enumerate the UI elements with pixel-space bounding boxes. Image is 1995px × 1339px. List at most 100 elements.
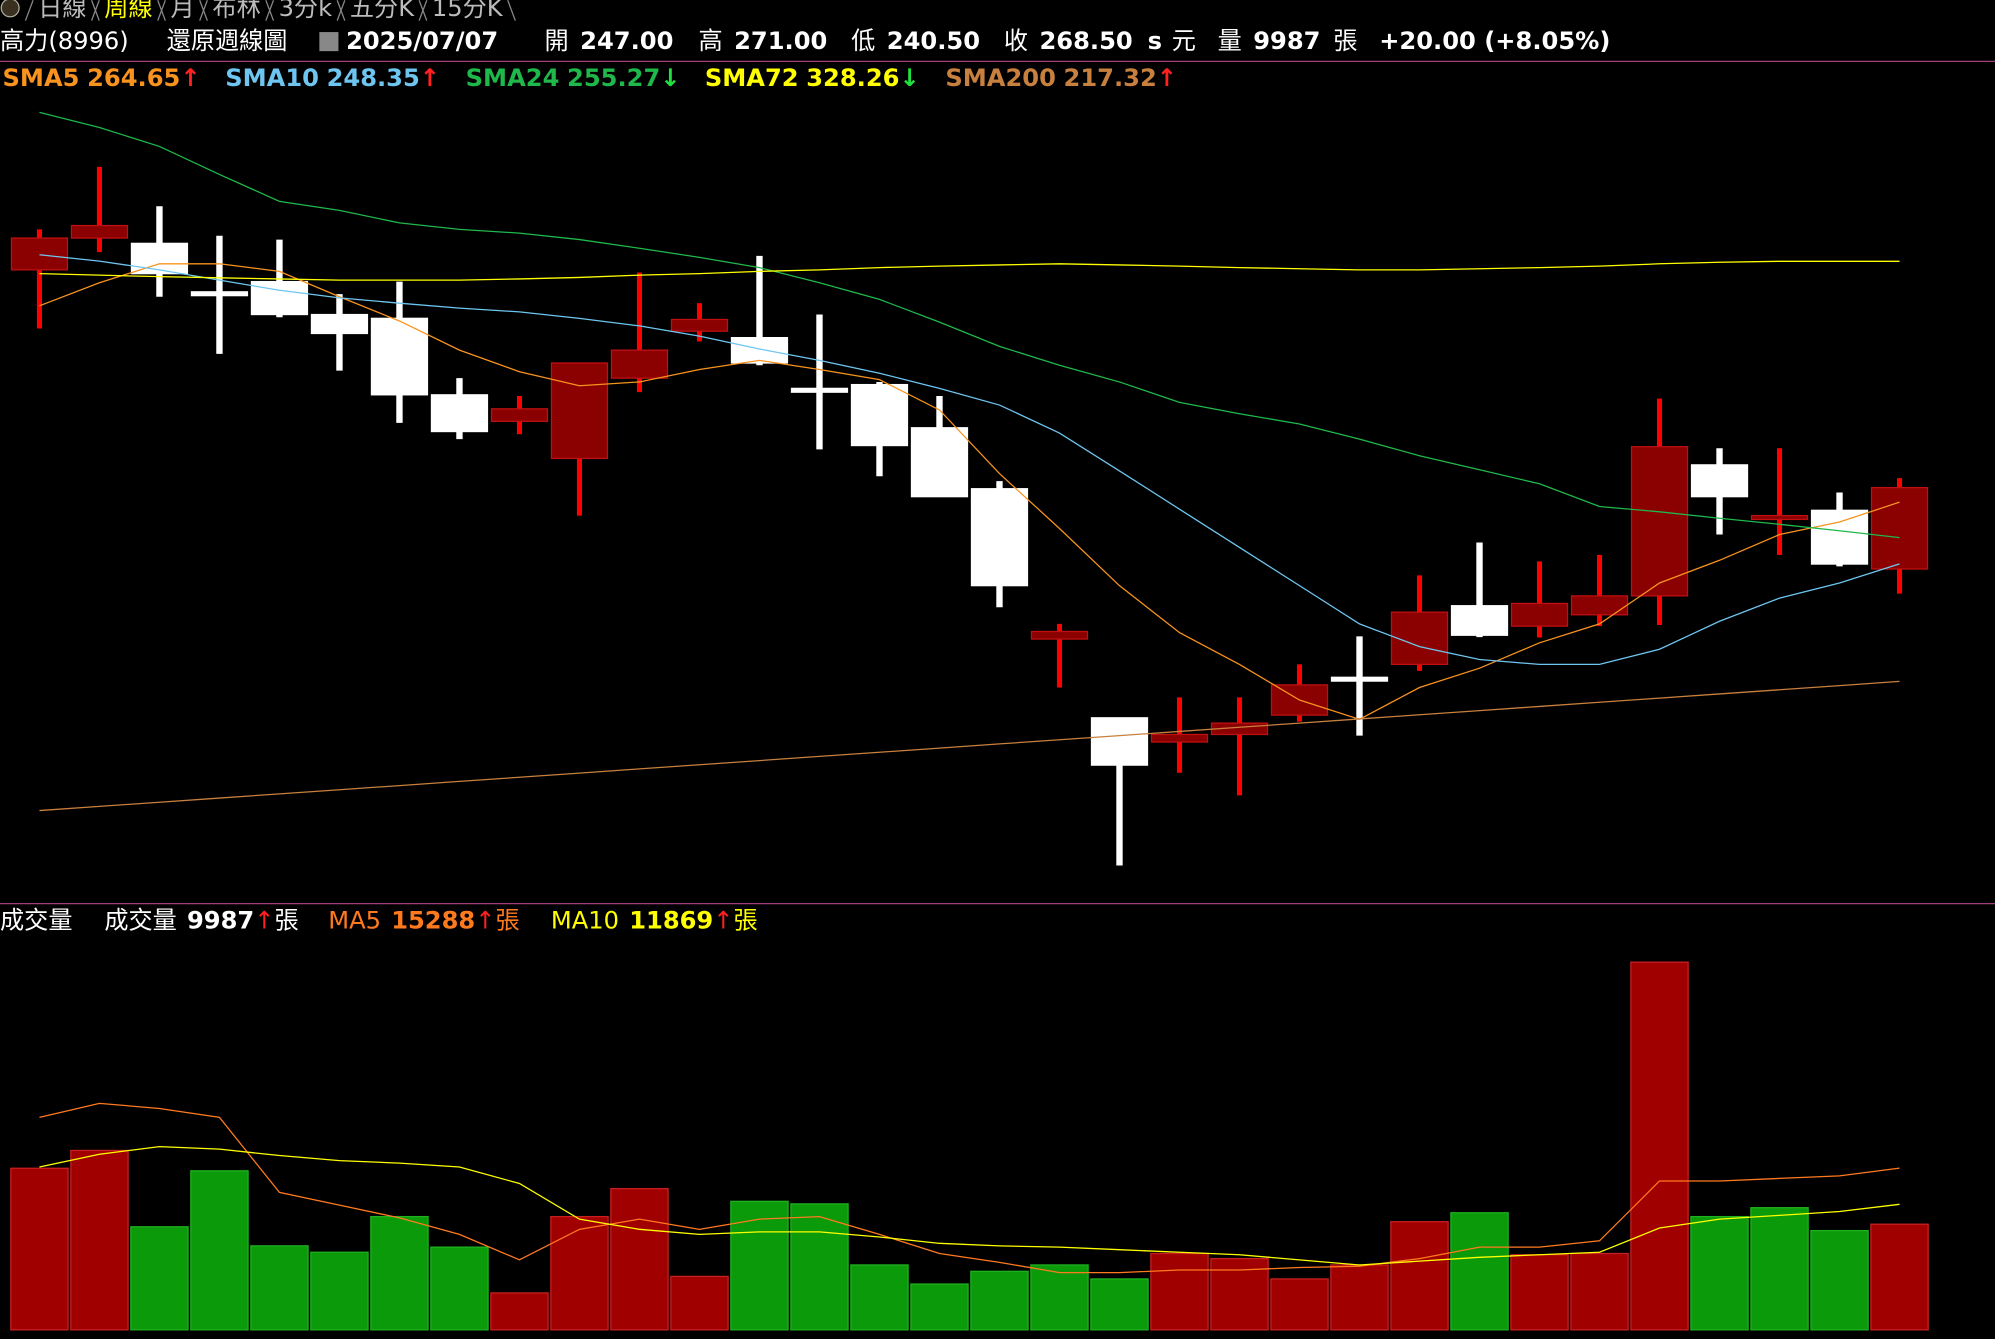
tab[interactable]: 五分K bbox=[350, 0, 415, 22]
legend-value: 255.27 bbox=[567, 64, 660, 92]
volume-bar bbox=[1630, 961, 1689, 1331]
legend-trend: ↑ bbox=[180, 64, 200, 92]
volume-bar bbox=[610, 1187, 669, 1331]
candle-body bbox=[670, 318, 729, 332]
volume-unit: 張 bbox=[1333, 27, 1357, 55]
volume-bar bbox=[1150, 1252, 1209, 1331]
tab[interactable]: 月 bbox=[170, 0, 194, 22]
candle-body bbox=[10, 237, 69, 271]
legend-item: SMA200 217.32↑ bbox=[945, 64, 1177, 92]
tab[interactable]: 日線 bbox=[38, 0, 86, 22]
candle-body bbox=[310, 313, 369, 335]
legend-unit: 張 bbox=[734, 906, 758, 934]
legend-value: 9987 bbox=[187, 906, 254, 934]
field-value: 247.00 bbox=[580, 27, 673, 55]
legend-name: SMA5 bbox=[3, 64, 80, 92]
candle-body bbox=[790, 387, 849, 393]
volume-bar bbox=[70, 1149, 129, 1331]
volume-bar bbox=[670, 1275, 729, 1331]
legend-value: 328.26 bbox=[806, 64, 899, 92]
candle-body bbox=[1810, 509, 1869, 565]
ma-line bbox=[39, 260, 1900, 281]
volume-bar bbox=[1390, 1221, 1449, 1331]
volume-bar bbox=[790, 1203, 849, 1331]
chart-mode[interactable]: 還原週線圖 bbox=[167, 27, 288, 55]
legend-item: SMA72 328.26↓ bbox=[705, 64, 920, 92]
field-value: 268.50 bbox=[1039, 27, 1132, 55]
volume-bar bbox=[1030, 1264, 1089, 1331]
field-label: 低 bbox=[851, 27, 875, 55]
volume-bar bbox=[130, 1226, 189, 1331]
tab[interactable]: 布林 bbox=[212, 0, 260, 22]
menu-icon[interactable] bbox=[0, 0, 20, 18]
candle-body bbox=[1510, 602, 1569, 627]
volume-ma-line bbox=[39, 1145, 1900, 1266]
legend-value: 264.65 bbox=[87, 64, 180, 92]
volume-bar bbox=[1270, 1278, 1329, 1331]
legend-name: MA5 bbox=[328, 906, 381, 934]
candle-body bbox=[730, 337, 789, 364]
date: 2025/07/07 bbox=[346, 27, 498, 55]
volume-bar bbox=[1570, 1252, 1629, 1331]
legend-trend: ↑ bbox=[420, 64, 440, 92]
field-value: 271.00 bbox=[734, 27, 827, 55]
candle-body bbox=[1870, 486, 1929, 570]
ma-line bbox=[39, 680, 1900, 812]
volume-bar bbox=[1330, 1264, 1389, 1331]
volume-bar bbox=[850, 1264, 909, 1331]
legend-item: SMA24 255.27↓ bbox=[466, 64, 681, 92]
legend-value: 11869 bbox=[629, 906, 713, 934]
stock-name: 高力(8996) bbox=[0, 27, 129, 55]
candle-body bbox=[1150, 733, 1209, 743]
candle-body bbox=[1090, 717, 1149, 766]
volume-title: 成交量 bbox=[0, 906, 72, 934]
candle-body bbox=[1570, 595, 1629, 616]
tab-edge bbox=[418, 0, 516, 21]
volume-bar bbox=[10, 1167, 69, 1331]
legend-name: SMA72 bbox=[705, 64, 799, 92]
legend-value: 248.35 bbox=[327, 64, 420, 92]
field-label: 收 bbox=[1004, 27, 1028, 55]
candle-body bbox=[1750, 514, 1809, 521]
legend-value: 217.32 bbox=[1064, 64, 1157, 92]
legend-value: 15288 bbox=[391, 906, 475, 934]
tab[interactable]: 周線 bbox=[104, 0, 152, 22]
volume-label: 量 bbox=[1218, 27, 1242, 55]
volume-bar bbox=[370, 1215, 429, 1331]
ma-line bbox=[39, 111, 1900, 539]
volume-bar bbox=[250, 1245, 309, 1331]
volume-bar bbox=[1090, 1278, 1149, 1331]
unit: 元 bbox=[1172, 27, 1196, 55]
dropdown[interactable] bbox=[319, 32, 339, 52]
candle-body bbox=[1450, 605, 1509, 636]
candle-body bbox=[490, 408, 549, 422]
legend-name: 成交量 bbox=[104, 906, 176, 934]
tab-bar: 日線 周線月布林 3分k 五分K 15分K bbox=[24, 0, 516, 22]
tab[interactable]: 3分k bbox=[279, 0, 333, 22]
legend-trend: ↑ bbox=[713, 906, 733, 934]
candle-body bbox=[550, 362, 609, 460]
volume-bar bbox=[490, 1292, 549, 1331]
volume-bar bbox=[1810, 1229, 1869, 1331]
legend-item: SMA5 264.65↑ bbox=[3, 64, 201, 92]
candle-body bbox=[430, 394, 489, 433]
candle-body bbox=[370, 317, 429, 396]
legend-item: SMA10 248.35↑ bbox=[225, 64, 440, 92]
candle-body bbox=[70, 224, 129, 239]
ma-line bbox=[39, 254, 1900, 666]
candle-body bbox=[610, 349, 669, 379]
legend-trend: ↓ bbox=[899, 64, 919, 92]
legend-trend: ↑ bbox=[475, 906, 495, 934]
volume: 9987 bbox=[1253, 27, 1320, 55]
tab[interactable]: 15分K bbox=[432, 0, 504, 22]
suffix: s bbox=[1148, 27, 1162, 55]
candle-body bbox=[850, 383, 909, 447]
volume-bar bbox=[430, 1246, 489, 1331]
volume-legend: MA5 15288↑張 bbox=[328, 906, 519, 934]
field-value: 240.50 bbox=[887, 27, 980, 55]
volume-legend: MA10 11869↑張 bbox=[551, 906, 758, 934]
candle-body bbox=[1630, 446, 1689, 597]
volume-bar bbox=[1450, 1212, 1509, 1331]
